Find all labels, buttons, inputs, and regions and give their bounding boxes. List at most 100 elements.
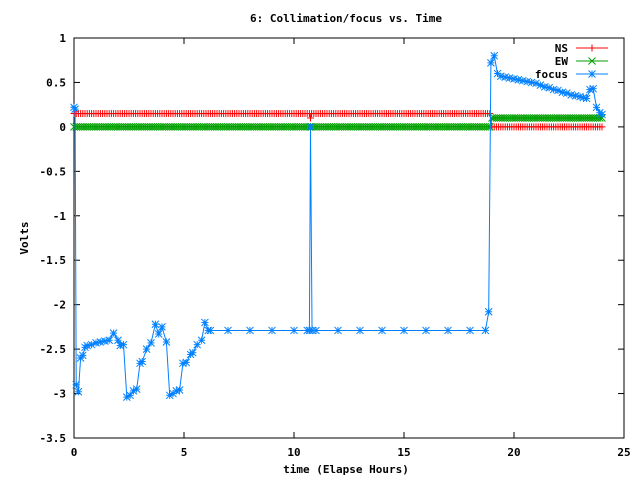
x-tick-label: 5	[181, 446, 188, 459]
focus-point-d2	[523, 77, 532, 86]
focus-point-d2	[567, 91, 576, 99]
focus-point-d2	[422, 326, 430, 335]
legend-label-NS: NS	[555, 42, 568, 55]
focus-point-d2	[142, 345, 151, 353]
focus-point	[132, 385, 141, 393]
focus-point	[444, 326, 452, 335]
focus-point-d2	[518, 76, 527, 85]
focus-point-d2	[74, 387, 83, 396]
focus-point	[484, 307, 493, 316]
focus-point-d2	[158, 323, 166, 331]
legend-label-EW: EW	[555, 55, 569, 68]
focus-point	[518, 76, 527, 85]
focus-point-d2	[598, 110, 606, 119]
focus-point-d2	[312, 326, 320, 335]
focus-point	[206, 326, 215, 335]
x-tick-label: 0	[71, 446, 78, 459]
focus-point	[72, 380, 81, 389]
legend-label-focus: focus	[535, 68, 568, 81]
focus-point	[188, 348, 197, 357]
series-EW	[70, 114, 606, 131]
focus-point	[109, 329, 118, 337]
focus-point	[162, 338, 171, 346]
focus-point-d2	[562, 89, 571, 97]
focus-point-d2	[206, 326, 215, 335]
focus-point-d2	[224, 326, 232, 335]
focus-point-d2	[444, 326, 452, 335]
focus-point-d2	[162, 338, 171, 346]
focus-point-d2	[188, 348, 197, 357]
focus-point-d2	[554, 86, 562, 95]
focus-point	[224, 326, 232, 335]
focus-point-d2	[114, 336, 122, 345]
focus-point	[582, 94, 591, 103]
focus-point-d2	[197, 336, 206, 345]
x-tick-label: 25	[617, 446, 630, 459]
NS-point	[307, 114, 314, 122]
focus-point	[545, 83, 554, 92]
focus-point-d2	[484, 307, 493, 316]
focus-point	[466, 326, 474, 335]
focus-point-d2	[119, 340, 128, 349]
focus-point-d2	[246, 326, 254, 335]
focus-point	[487, 59, 495, 67]
chart-title: 6: Collimation/focus vs. Time	[250, 12, 442, 25]
focus-point	[154, 330, 163, 338]
focus-point	[422, 326, 430, 335]
focus-point-d2	[151, 320, 160, 329]
focus-point	[158, 323, 166, 331]
x-tick-label: 20	[507, 446, 520, 459]
y-tick-label: -1	[53, 210, 67, 223]
focus-point	[147, 339, 155, 347]
plot-frame	[73, 37, 625, 439]
y-tick-label: -3.5	[40, 432, 67, 445]
axes: 0 5 10 15 20 25 1 0.5 0 -0.5 -1 -1.5 -2 -2.5 -3 -3.5	[40, 32, 631, 459]
legend-marker-EW	[588, 57, 596, 65]
focus-point	[481, 326, 490, 335]
focus-point-d2	[182, 358, 191, 367]
y-tick-label: -2.5	[40, 343, 67, 356]
x-axis-label: time (Elapse Hours)	[283, 463, 409, 476]
focus-point-d2	[505, 74, 514, 82]
focus-point-d2	[487, 59, 495, 67]
focus-point-d2	[71, 105, 79, 113]
focus-point-d2	[481, 326, 490, 335]
y-tick-label: -0.5	[40, 165, 67, 178]
focus-point-d2	[268, 326, 276, 335]
focus-point-d2	[87, 340, 96, 349]
focus-point	[197, 336, 206, 345]
x-tick-label: 15	[397, 446, 410, 459]
focus-point-d2	[589, 84, 598, 93]
NS-point	[598, 123, 606, 131]
EW-point	[485, 123, 494, 131]
focus-point	[400, 326, 408, 335]
focus-point-d2	[579, 93, 588, 102]
y-tick-label: -2	[53, 299, 66, 312]
y-tick-label: -1.5	[40, 254, 67, 267]
EW-point-d2	[598, 114, 606, 122]
focus-point	[598, 110, 606, 119]
focus-point	[290, 326, 298, 335]
focus-point-d2	[356, 326, 364, 335]
focus-point-d2	[501, 73, 510, 81]
focus-point-d2	[154, 330, 163, 338]
focus-point-d2	[138, 357, 147, 366]
focus-point	[312, 326, 320, 335]
focus-point-d2	[378, 326, 386, 335]
focus-point	[71, 105, 79, 113]
focus-point-d2	[558, 88, 567, 97]
series-NS	[70, 110, 606, 131]
focus-point	[306, 123, 315, 131]
y-tick-label: 0	[59, 121, 66, 134]
focus-point-d2	[527, 78, 536, 87]
focus-point-d2	[334, 326, 342, 335]
focus-point	[151, 320, 160, 329]
focus-point-d2	[496, 72, 505, 81]
focus-point	[246, 326, 254, 335]
focus-point	[122, 393, 131, 401]
focus-point-d2	[109, 329, 118, 337]
x-tick-label: 10	[287, 446, 300, 459]
y-axis-label: Volts	[18, 221, 31, 254]
series-line-focus	[73, 54, 603, 398]
